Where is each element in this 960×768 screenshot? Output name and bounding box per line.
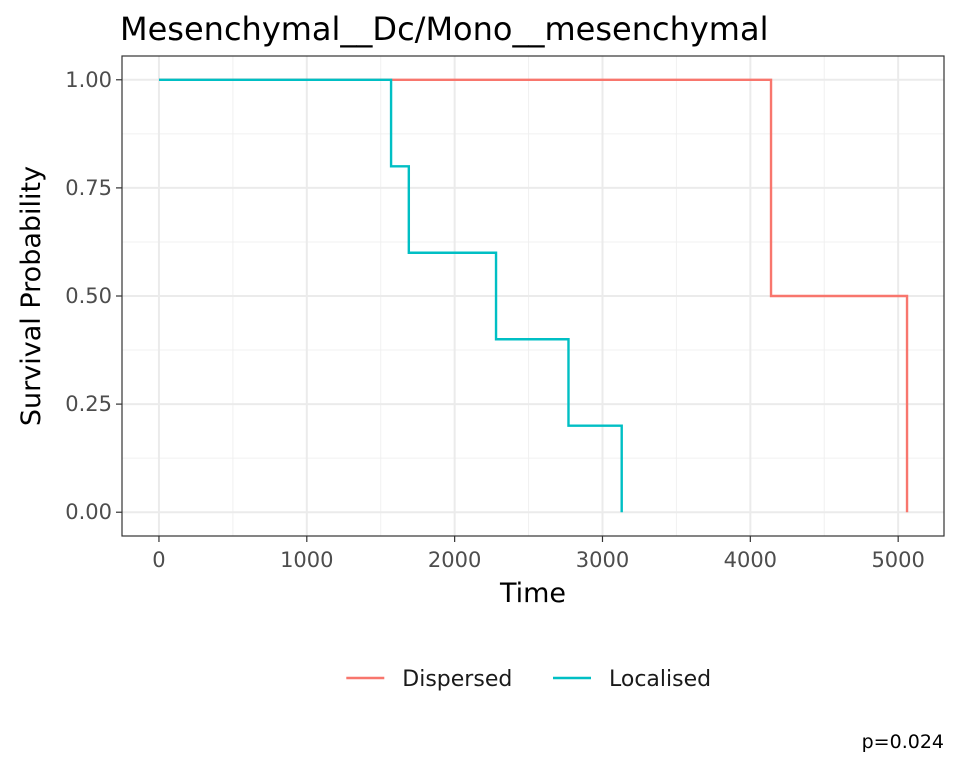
x-tick-label: 3000 bbox=[576, 548, 629, 572]
chart-title: Mesenchymal__Dc/Mono__mesenchymal bbox=[120, 10, 768, 48]
x-axis-ticks: 0 1000 2000 3000 4000 5000 bbox=[152, 536, 925, 572]
x-tick-label: 5000 bbox=[871, 548, 924, 572]
x-tick-label: 4000 bbox=[724, 548, 777, 572]
y-tick-label: 0.75 bbox=[65, 176, 112, 200]
legend-label-localised: Localised bbox=[609, 667, 711, 692]
y-axis-ticks: 0.00 0.25 0.50 0.75 1.00 bbox=[65, 68, 122, 524]
legend-label-dispersed: Dispersed bbox=[402, 667, 512, 692]
y-tick-label: 0.25 bbox=[65, 392, 112, 416]
y-tick-label: 1.00 bbox=[65, 68, 112, 92]
p-value-annotation: p=0.024 bbox=[862, 731, 944, 753]
y-tick-label: 0.00 bbox=[65, 500, 112, 524]
x-tick-label: 2000 bbox=[428, 548, 481, 572]
series-line-localised bbox=[158, 78, 623, 513]
series-layer bbox=[158, 78, 909, 513]
series-line-dispersed bbox=[158, 78, 909, 513]
y-tick-label: 0.50 bbox=[65, 284, 112, 308]
x-axis-title: Time bbox=[499, 578, 566, 609]
x-tick-label: 1000 bbox=[280, 548, 333, 572]
x-tick-label: 0 bbox=[152, 548, 165, 572]
legend: Dispersed Localised bbox=[346, 667, 711, 692]
grid-major bbox=[122, 56, 944, 536]
y-axis-title: Survival Probability bbox=[16, 166, 47, 426]
